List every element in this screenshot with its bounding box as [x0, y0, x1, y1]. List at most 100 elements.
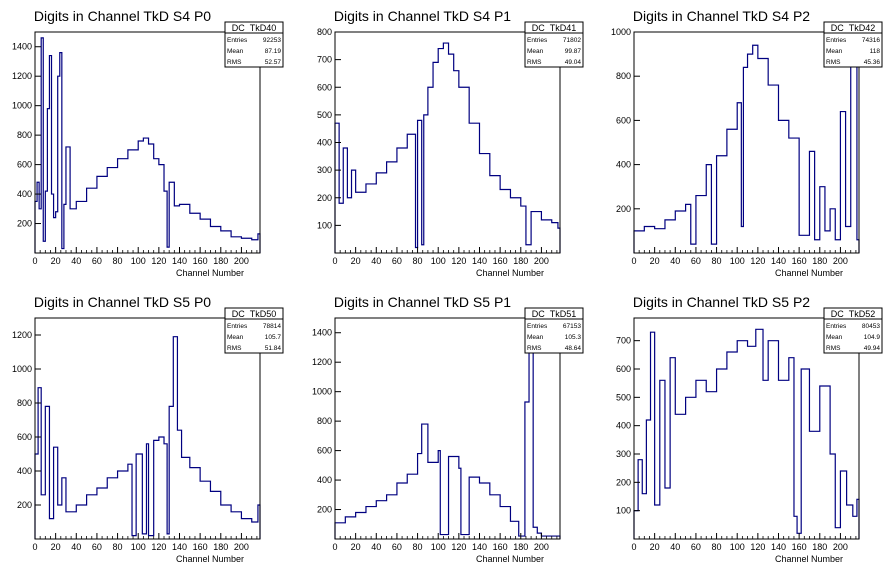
stats-box-frame	[524, 21, 584, 68]
x-tick-label: 140	[771, 542, 786, 552]
plot-frame	[633, 31, 860, 254]
x-tick-label: 100	[131, 256, 146, 266]
stats-label: RMS	[527, 59, 542, 66]
y-tick-label: 800	[317, 27, 332, 37]
stats-value: 87.19	[265, 48, 282, 55]
x-tick-label: 140	[172, 256, 187, 266]
x-axis-label: Channel Number	[176, 554, 244, 564]
stats-label: Mean	[227, 48, 244, 55]
x-tick-label: 80	[113, 542, 123, 552]
x-tick-label: 0	[631, 256, 636, 266]
x-tick-label: 40	[371, 542, 381, 552]
y-tick-label: 1000	[12, 364, 32, 374]
x-tick-label: 200	[534, 256, 549, 266]
stats-value: 49.04	[565, 59, 582, 66]
x-tick-label: 100	[431, 256, 446, 266]
stats-value: 80453	[862, 323, 880, 330]
histogram-series	[633, 44, 860, 253]
stats-box-frame	[224, 21, 284, 68]
x-tick-label: 60	[691, 256, 701, 266]
x-tick-label: 20	[51, 256, 61, 266]
x-tick-label: 100	[730, 256, 745, 266]
y-tick-label: 1200	[12, 71, 32, 81]
y-tick-label: 100	[616, 506, 631, 516]
y-tick-label: 600	[317, 446, 332, 456]
stats-name: DC_TkD42	[831, 23, 876, 33]
y-tick-label: 400	[17, 466, 32, 476]
x-tick-label: 200	[234, 256, 249, 266]
stats-value: 48.64	[565, 345, 582, 352]
histogram-series	[34, 37, 261, 253]
x-tick-label: 80	[413, 542, 423, 552]
y-tick-label: 400	[317, 475, 332, 485]
stats-value: 74316	[862, 37, 880, 44]
y-tick-label: 200	[17, 500, 32, 510]
histogram-series	[633, 328, 860, 539]
y-tick-label: 1400	[12, 42, 32, 52]
stats-name: DC_TkD50	[232, 309, 277, 319]
x-tick-label: 140	[771, 256, 786, 266]
x-tick-label: 0	[332, 542, 337, 552]
x-tick-label: 180	[213, 542, 228, 552]
x-tick-label: 60	[392, 542, 402, 552]
y-tick-label: 800	[17, 398, 32, 408]
x-tick-label: 60	[92, 256, 102, 266]
x-tick-label: 100	[131, 542, 146, 552]
x-tick-label: 200	[833, 256, 848, 266]
histogram-panel: Digits in Channel TkD S5 P0 0 20 40 60 80 100 1…	[12, 294, 284, 564]
x-tick-label: 120	[750, 256, 765, 266]
y-tick-label: 600	[616, 115, 631, 125]
x-tick-label: 140	[172, 542, 187, 552]
stats-label: Entries	[826, 37, 847, 44]
y-tick-label: 600	[17, 432, 32, 442]
x-tick-label: 120	[750, 542, 765, 552]
y-tick-label: 1200	[312, 357, 332, 367]
x-tick-label: 80	[413, 256, 423, 266]
plot-frame	[34, 31, 261, 254]
x-tick-label: 40	[71, 542, 81, 552]
x-tick-label: 0	[32, 542, 37, 552]
histogram-series	[334, 42, 561, 253]
x-tick-label: 0	[32, 256, 37, 266]
y-tick-label: 500	[616, 392, 631, 402]
x-tick-label: 180	[513, 256, 528, 266]
x-tick-label: 120	[151, 542, 166, 552]
x-tick-label: 100	[431, 542, 446, 552]
histogram-panel: Digits in Channel TkD S4 P2 0 20 40 60 80 100 1…	[611, 8, 883, 278]
x-tick-label: 120	[451, 256, 466, 266]
stats-label: Entries	[227, 323, 248, 330]
x-tick-label: 180	[213, 256, 228, 266]
chart-title: Digits in Channel TkD S4 P0	[34, 8, 211, 24]
x-tick-label: 40	[71, 256, 81, 266]
x-tick-label: 200	[833, 542, 848, 552]
x-tick-label: 160	[193, 542, 208, 552]
y-tick-label: 300	[616, 449, 631, 459]
stats-box: DC_TkD51 Entries 67153 Mean 105.3 RMS 48.64	[524, 307, 584, 354]
stats-label: Mean	[527, 48, 544, 55]
y-tick-label: 1200	[12, 330, 32, 340]
stats-value: 67153	[563, 323, 581, 330]
y-tick-label: 600	[616, 364, 631, 374]
x-tick-label: 0	[631, 542, 636, 552]
stats-box: DC_TkD41 Entries 71802 Mean 99.87 RMS 49.04	[524, 21, 584, 68]
histogram-series	[334, 317, 561, 539]
stats-label: Mean	[826, 334, 843, 341]
x-axis-label: Channel Number	[775, 554, 843, 564]
stats-label: Entries	[527, 323, 548, 330]
x-tick-label: 40	[371, 256, 381, 266]
x-tick-label: 200	[234, 542, 249, 552]
y-tick-label: 700	[616, 336, 631, 346]
y-tick-label: 600	[17, 160, 32, 170]
x-tick-label: 60	[691, 542, 701, 552]
stats-label: RMS	[227, 59, 242, 66]
x-tick-label: 60	[92, 542, 102, 552]
x-tick-label: 20	[351, 542, 361, 552]
y-tick-label: 1000	[312, 387, 332, 397]
x-tick-label: 120	[151, 256, 166, 266]
stats-value: 45.36	[864, 59, 881, 66]
y-tick-label: 700	[317, 55, 332, 65]
stats-label: Mean	[227, 334, 244, 341]
stats-label: Mean	[826, 48, 843, 55]
x-tick-label: 140	[472, 256, 487, 266]
